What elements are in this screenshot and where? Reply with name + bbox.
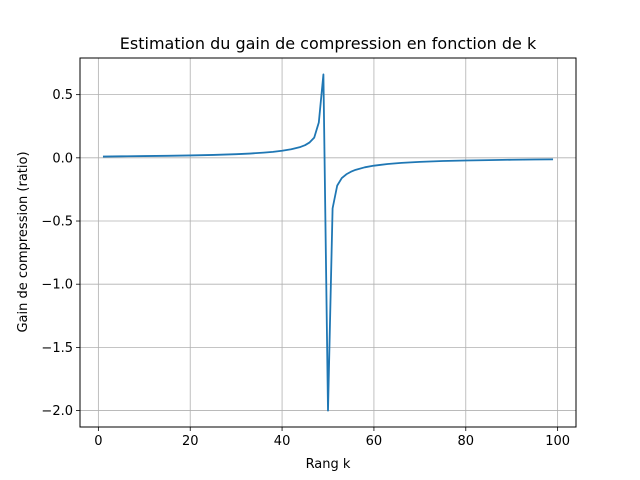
x-tick-label: 40 — [274, 434, 291, 449]
chart-title: Estimation du gain de compression en fon… — [120, 34, 537, 53]
series-line-0 — [102, 73, 554, 412]
plot-frame — [79, 57, 577, 428]
x-tick-label: 20 — [182, 434, 199, 449]
y-axis-label: Gain de compression (ratio) — [16, 151, 31, 332]
x-tick-label: 60 — [366, 434, 383, 449]
y-tick-label: 0.5 — [52, 88, 73, 103]
x-axis: 0 20 40 60 80 100 — [94, 427, 570, 449]
x-tick-label: 0 — [94, 434, 102, 449]
x-tick-label: 100 — [545, 434, 570, 449]
y-tick-label: −2.0 — [41, 404, 73, 419]
x-axis-label: Rang k — [306, 457, 351, 472]
y-axis: 0.5 0.0 −0.5 −1.0 −1.5 −2.0 — [41, 88, 80, 419]
y-tick-label: −1.0 — [41, 278, 73, 293]
y-tick-label: 0.0 — [52, 151, 73, 166]
series-layer — [102, 73, 554, 412]
y-tick-label: −0.5 — [41, 215, 73, 230]
y-tick-label: −1.5 — [41, 341, 73, 356]
grid-lines — [80, 58, 576, 427]
x-tick-label: 80 — [458, 434, 475, 449]
